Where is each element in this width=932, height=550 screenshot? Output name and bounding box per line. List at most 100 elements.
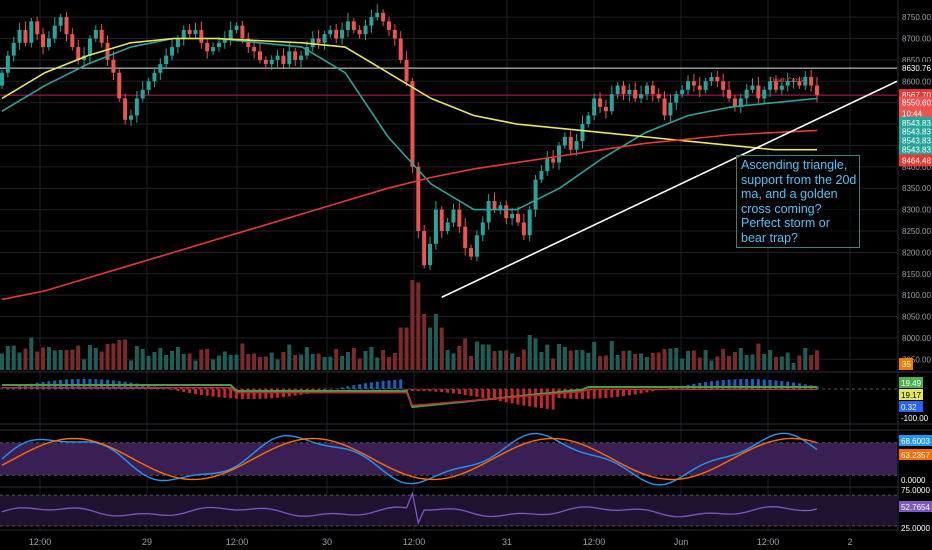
candle-body bbox=[680, 89, 685, 95]
macd-histogram-bar bbox=[616, 389, 620, 397]
volume-bar bbox=[773, 357, 778, 370]
candle-body bbox=[480, 222, 485, 236]
annotation-line-1: Ascending triangle, bbox=[741, 158, 848, 172]
volume-bar bbox=[46, 347, 51, 370]
macd-histogram-bar bbox=[586, 389, 590, 399]
macd-histogram-bar bbox=[328, 389, 332, 390]
volume-bar bbox=[697, 357, 702, 370]
macd-histogram-bar bbox=[176, 389, 180, 391]
volume-bar bbox=[334, 349, 339, 370]
price-badge-label: 8543.83 bbox=[902, 128, 931, 137]
rsi-badge-bg bbox=[899, 522, 932, 533]
volume-bar bbox=[785, 352, 790, 370]
macd-histogram-bar bbox=[381, 380, 385, 389]
price-badge-bg bbox=[899, 154, 932, 167]
candle-body bbox=[193, 29, 198, 35]
macd-histogram-bar bbox=[229, 389, 233, 399]
candle-body bbox=[316, 38, 321, 43]
macd-histogram-bar bbox=[211, 389, 215, 397]
price-tick-label: 8400.00 bbox=[902, 163, 931, 172]
annotation-box[interactable]: Ascending triangle, support from the 20d… bbox=[736, 155, 860, 248]
stoch-badge-label: 63.2357 bbox=[901, 451, 930, 460]
macd-histogram-bar bbox=[428, 389, 432, 392]
candle-body bbox=[99, 29, 104, 43]
candle-body bbox=[11, 42, 16, 56]
candle-body bbox=[463, 226, 468, 249]
volume-bar bbox=[533, 338, 538, 370]
macd-histogram-bar bbox=[528, 389, 532, 407]
volume-badge-label: 35 bbox=[902, 360, 911, 369]
candle-body bbox=[140, 89, 145, 99]
volume-bar bbox=[627, 350, 632, 370]
macd-histogram-bar bbox=[340, 387, 344, 389]
candle-body bbox=[574, 141, 579, 150]
candle-body bbox=[439, 209, 444, 231]
volume-badge-bg bbox=[899, 358, 913, 370]
volume-bar bbox=[152, 352, 157, 370]
candle-body bbox=[785, 81, 790, 86]
volume-bar bbox=[70, 349, 75, 370]
volume-bar bbox=[703, 350, 708, 370]
volume-bar bbox=[228, 355, 233, 370]
price-badge-label: 8543.83 bbox=[902, 146, 931, 155]
volume-bar bbox=[211, 359, 216, 370]
annotation-line-3: ma, and a golden bbox=[741, 187, 838, 201]
macd-histogram-bar bbox=[135, 383, 139, 389]
candle-body bbox=[293, 51, 298, 60]
macd-histogram-bar bbox=[604, 389, 608, 399]
macd-histogram-bar bbox=[358, 384, 362, 389]
volume-bar bbox=[451, 353, 456, 370]
candle-body bbox=[615, 85, 620, 95]
rsi-badge-bg bbox=[899, 484, 932, 495]
candle-body bbox=[381, 12, 386, 22]
candle-body bbox=[644, 85, 649, 95]
volume-bar bbox=[293, 355, 298, 370]
price-tick-label: 8300.00 bbox=[902, 206, 931, 215]
macd-histogram-bar bbox=[592, 389, 596, 399]
x-tick-label: 12:00 bbox=[226, 537, 249, 547]
candle-body bbox=[686, 81, 691, 90]
volume-bar bbox=[732, 352, 737, 370]
candle-body bbox=[216, 42, 221, 48]
candle-body bbox=[152, 72, 157, 82]
candle-body bbox=[23, 29, 28, 43]
price-tick-label: 8200.00 bbox=[902, 248, 931, 257]
candle-body bbox=[345, 21, 350, 30]
volume-bar bbox=[369, 347, 374, 370]
volume-bar bbox=[205, 349, 210, 370]
stoch-badge-bg bbox=[899, 474, 932, 485]
candle-body bbox=[551, 158, 556, 163]
volume-bar bbox=[140, 349, 145, 370]
candle-body bbox=[697, 85, 702, 90]
rsi-badge-bg bbox=[899, 501, 932, 512]
volume-bar bbox=[791, 363, 796, 370]
macd-histogram-bar bbox=[698, 382, 702, 389]
volume-bar bbox=[527, 335, 532, 370]
candle-body bbox=[668, 102, 673, 116]
candle-body bbox=[128, 115, 133, 120]
volume-bar bbox=[639, 353, 644, 370]
macd-histogram-bar bbox=[193, 389, 197, 395]
volume-bar bbox=[621, 351, 626, 370]
price-tick-label: 7950.00 bbox=[902, 355, 931, 364]
macd-histogram-bar bbox=[246, 389, 250, 399]
candle-body bbox=[545, 158, 550, 172]
candle-body bbox=[469, 248, 474, 257]
candle-body bbox=[662, 98, 667, 116]
volume-bar bbox=[768, 350, 773, 370]
volume-bar bbox=[222, 351, 227, 370]
macd-histogram-bar bbox=[780, 380, 784, 389]
price-badge-label: 8630.76 bbox=[902, 64, 931, 73]
volume-bar bbox=[246, 354, 251, 370]
candle-body bbox=[5, 55, 10, 73]
volume-bar bbox=[428, 327, 433, 370]
price-tick-label: 8600.00 bbox=[902, 77, 931, 86]
candle-body bbox=[562, 136, 567, 146]
candle-body bbox=[404, 59, 409, 82]
candle-body bbox=[580, 124, 585, 142]
volume-bar bbox=[187, 353, 192, 370]
macd-badge-label: 0.32 bbox=[901, 403, 917, 412]
volume-bar bbox=[580, 350, 585, 370]
volume-bar bbox=[93, 348, 98, 370]
